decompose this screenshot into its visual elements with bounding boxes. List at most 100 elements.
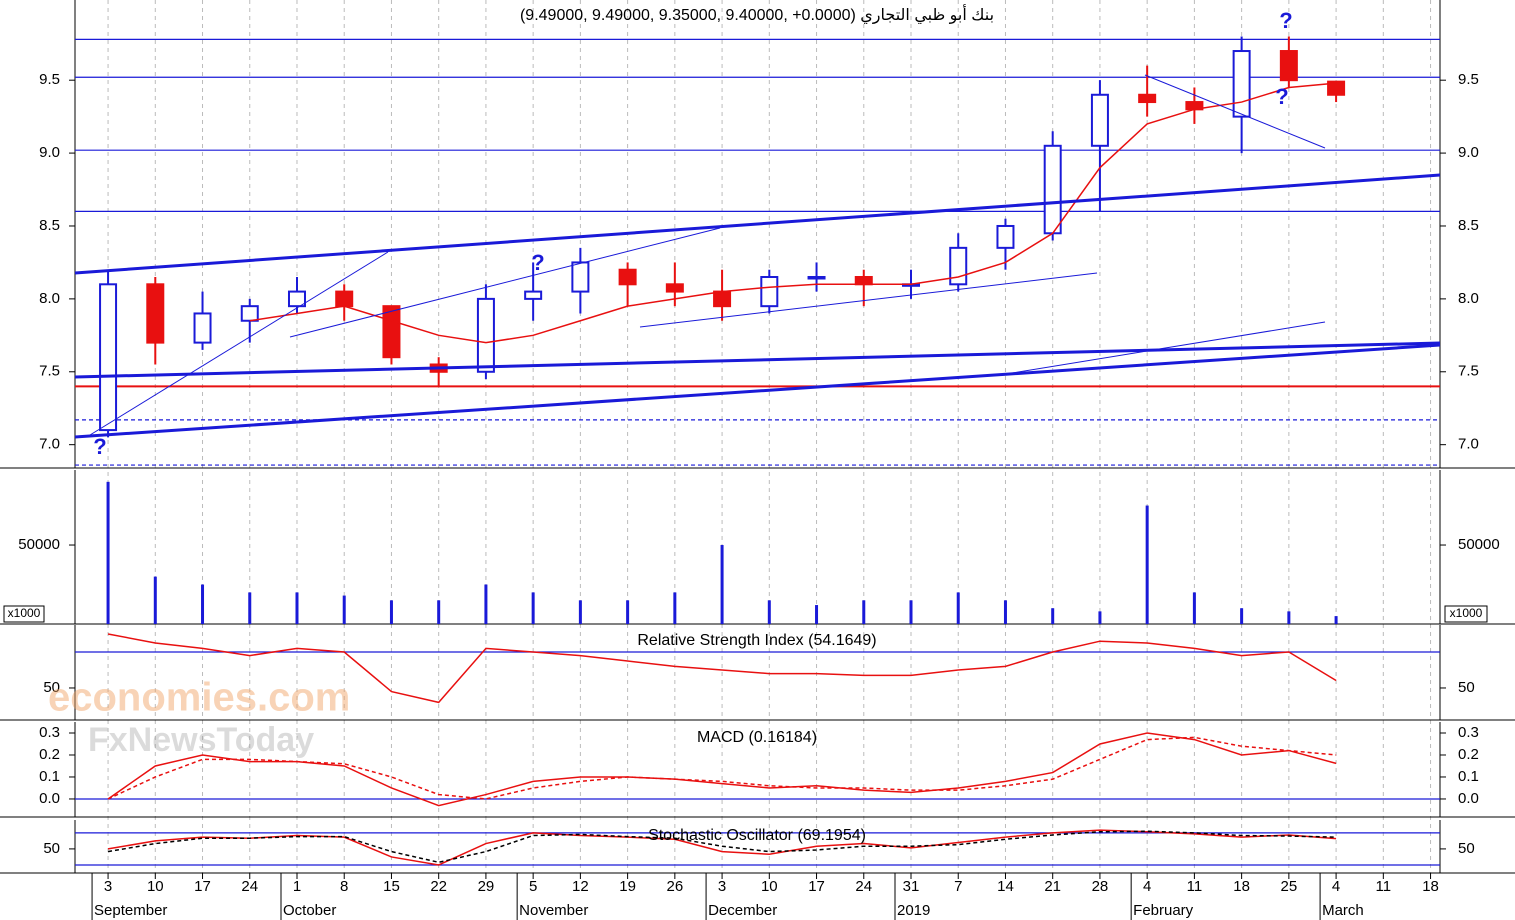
candle-body <box>335 290 354 308</box>
x-tick-label: 19 <box>619 878 636 895</box>
volume-bar <box>153 576 157 624</box>
panel-title: Stochastic Oscillator (69.1954) <box>648 827 866 844</box>
x-tick-label: 25 <box>1281 878 1298 895</box>
indicator-line <box>107 633 1337 704</box>
volume-bar <box>1051 608 1055 624</box>
x-tick-label: 5 <box>529 878 537 895</box>
unit-label: x1000 <box>1450 606 1483 620</box>
trend-line <box>639 272 1098 328</box>
trend-line <box>999 321 1326 376</box>
plot-layer: 3 10 17 24 1 8 15 22 29 5 12 19 26 3 10 17 24 31 7 14 21 28 4 1… <box>3 4 1500 919</box>
candle-body <box>713 290 732 308</box>
candle-body <box>1327 80 1346 96</box>
x-tick-label: 17 <box>808 878 825 895</box>
trend-line <box>289 227 721 338</box>
y-tick-label: 0.0 <box>1458 790 1479 807</box>
candle-body <box>996 224 1015 249</box>
moving-average <box>249 82 1337 344</box>
volume-bar <box>815 605 819 624</box>
candle-body <box>1043 144 1062 235</box>
x-tick-label: 24 <box>241 878 258 895</box>
x-tick-label: 7 <box>954 878 962 895</box>
y-tick-label: 50 <box>1458 679 1475 696</box>
indicator-line <box>107 830 1337 864</box>
volume-bar <box>1003 600 1007 624</box>
y-tick-label: 7.0 <box>1458 436 1479 453</box>
y-tick-label: 9.0 <box>39 144 60 161</box>
x-tick-label: 18 <box>1422 878 1439 895</box>
candle-body <box>146 283 165 344</box>
y-tick-label: 8.5 <box>1458 217 1479 234</box>
candle-body <box>193 312 212 344</box>
volume-bar <box>720 545 724 624</box>
candle-body <box>854 276 873 286</box>
y-tick-label: 0.1 <box>1458 768 1479 785</box>
y-tick-label: 50 <box>1458 840 1475 857</box>
trend-line <box>74 343 1441 439</box>
candle-body <box>240 305 259 322</box>
volume-bar <box>248 592 252 624</box>
y-tick-label: 50 <box>43 840 60 857</box>
volume-bar <box>626 600 630 624</box>
month-label: 2019 <box>897 902 930 919</box>
y-tick-label: 9.5 <box>39 71 60 88</box>
x-tick-label: 11 <box>1376 878 1392 895</box>
volume-bar <box>531 592 535 624</box>
unit-box <box>3 605 45 623</box>
volume-bar <box>1098 611 1102 624</box>
volume-bar <box>909 600 913 624</box>
y-tick-label: 0.3 <box>39 724 60 741</box>
panel-title: (9.49000, 9.49000, 9.35000, 9.40000, +0.… <box>520 4 994 25</box>
annotation: ? <box>1275 84 1288 109</box>
trend-line <box>74 173 1441 275</box>
y-tick-label: 50000 <box>18 536 60 553</box>
unit-box <box>1444 605 1488 623</box>
y-tick-label: 0.0 <box>39 790 60 807</box>
volume-bar <box>1334 616 1338 624</box>
annotation: ? <box>1279 8 1292 33</box>
x-tick-label: 26 <box>667 878 684 895</box>
x-tick-label: 28 <box>1092 878 1109 895</box>
volume-bar <box>1240 608 1244 624</box>
y-tick-label: 8.5 <box>39 217 60 234</box>
candle-body <box>287 290 306 308</box>
volume-bar <box>673 592 677 624</box>
volume-bar <box>389 600 393 624</box>
panel-title: MACD (0.16184) <box>697 729 817 746</box>
x-tick-label: 29 <box>478 878 495 895</box>
candle-body <box>1090 93 1109 147</box>
y-tick-label: 50000 <box>1458 536 1500 553</box>
volume-bar <box>956 592 960 624</box>
indicator-line <box>107 736 1337 800</box>
trend-lines <box>74 74 1441 439</box>
x-tick-label: 4 <box>1332 878 1340 895</box>
volume-bar <box>342 595 346 624</box>
volume-bar <box>1192 592 1196 624</box>
candle-body <box>1279 50 1298 82</box>
y-tick-label: 0.3 <box>1458 724 1479 741</box>
x-tick-label: 15 <box>383 878 400 895</box>
month-label: March <box>1322 902 1364 919</box>
candle-body <box>949 246 968 286</box>
y-tick-label: 7.5 <box>39 363 60 380</box>
volume-bar <box>862 600 866 624</box>
unit-label: x1000 <box>8 606 41 620</box>
candle-body <box>665 283 684 293</box>
candle-body <box>99 283 118 432</box>
x-tick-label: 12 <box>572 878 589 895</box>
x-tick-label: 8 <box>340 878 348 895</box>
candle-body <box>807 276 826 280</box>
x-tick-label: 24 <box>855 878 872 895</box>
volume-bar <box>1145 505 1149 624</box>
annotation: ? <box>531 250 544 275</box>
x-tick-label: 22 <box>430 878 447 895</box>
candle-body <box>618 268 637 286</box>
panel-title: Relative Strength Index (54.1649) <box>637 632 876 649</box>
x-tick-label: 21 <box>1044 878 1061 895</box>
y-tick-label: 0.1 <box>39 768 60 785</box>
volume-bar <box>437 600 441 624</box>
candle-body <box>476 297 495 373</box>
y-tick-label: 50 <box>43 679 60 696</box>
